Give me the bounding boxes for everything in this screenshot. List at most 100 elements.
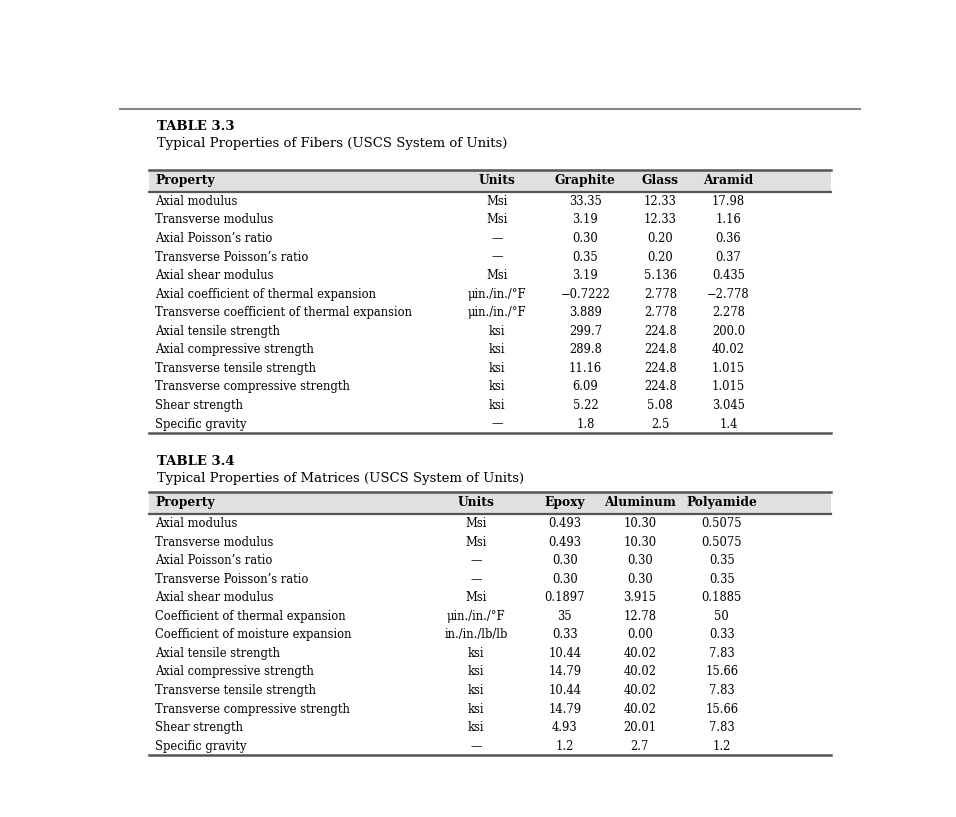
Text: 224.8: 224.8 <box>644 343 677 356</box>
Text: 7.83: 7.83 <box>709 647 734 660</box>
Text: 1.8: 1.8 <box>576 417 595 431</box>
Text: 1.4: 1.4 <box>719 417 738 431</box>
Text: Transverse modulus: Transverse modulus <box>155 213 273 226</box>
Text: 224.8: 224.8 <box>644 381 677 394</box>
Text: 3.889: 3.889 <box>569 306 602 319</box>
Text: 40.02: 40.02 <box>623 684 657 697</box>
Text: Axial modulus: Axial modulus <box>155 517 237 530</box>
Text: 2.778: 2.778 <box>643 288 677 301</box>
Text: Coefficient of thermal expansion: Coefficient of thermal expansion <box>155 609 346 623</box>
Text: Axial shear modulus: Axial shear modulus <box>155 592 273 605</box>
Text: 224.8: 224.8 <box>644 325 677 337</box>
Text: 224.8: 224.8 <box>644 362 677 375</box>
Text: —: — <box>470 573 482 586</box>
Text: Epoxy: Epoxy <box>545 497 585 509</box>
Text: 0.36: 0.36 <box>716 232 741 245</box>
Text: 0.1885: 0.1885 <box>702 592 742 605</box>
Text: Aluminum: Aluminum <box>604 497 676 509</box>
Text: 3.915: 3.915 <box>623 592 657 605</box>
Text: Units: Units <box>478 174 515 187</box>
Text: 0.435: 0.435 <box>712 269 745 282</box>
Text: 20.01: 20.01 <box>623 721 657 734</box>
Bar <box>149 493 831 513</box>
Text: Axial Poisson’s ratio: Axial Poisson’s ratio <box>155 232 272 245</box>
Text: TABLE 3.3: TABLE 3.3 <box>157 120 234 133</box>
Text: 5.136: 5.136 <box>643 269 677 282</box>
Text: ksi: ksi <box>489 362 505 375</box>
Text: Axial compressive strength: Axial compressive strength <box>155 343 314 356</box>
Text: —: — <box>491 251 503 264</box>
Text: μin./in./°F: μin./in./°F <box>447 609 506 623</box>
Text: Transverse coefficient of thermal expansion: Transverse coefficient of thermal expans… <box>155 306 412 319</box>
Text: 15.66: 15.66 <box>706 665 738 678</box>
Text: 4.93: 4.93 <box>553 721 577 734</box>
Text: 0.1897: 0.1897 <box>545 592 585 605</box>
Text: ksi: ksi <box>468 647 485 660</box>
Text: Transverse modulus: Transverse modulus <box>155 535 273 548</box>
Text: 0.493: 0.493 <box>549 535 581 548</box>
Text: 10.44: 10.44 <box>549 684 581 697</box>
Text: 0.33: 0.33 <box>709 628 734 641</box>
Text: Axial tensile strength: Axial tensile strength <box>155 325 280 337</box>
Text: 0.493: 0.493 <box>549 517 581 530</box>
Text: Glass: Glass <box>641 174 679 187</box>
Text: 40.02: 40.02 <box>712 343 745 356</box>
Text: Typical Properties of Fibers (USCS System of Units): Typical Properties of Fibers (USCS Syste… <box>157 136 507 150</box>
Text: 0.30: 0.30 <box>552 573 577 586</box>
Text: −0.7222: −0.7222 <box>560 288 610 301</box>
Text: ksi: ksi <box>468 665 485 678</box>
Text: 12.33: 12.33 <box>644 213 677 226</box>
Text: 5.08: 5.08 <box>647 399 673 412</box>
Text: 50: 50 <box>714 609 729 623</box>
Text: Coefficient of moisture expansion: Coefficient of moisture expansion <box>155 628 352 641</box>
Text: ksi: ksi <box>489 325 505 337</box>
Text: TABLE 3.4: TABLE 3.4 <box>157 455 234 468</box>
Text: 3.19: 3.19 <box>573 269 598 282</box>
Text: Typical Properties of Matrices (USCS System of Units): Typical Properties of Matrices (USCS Sys… <box>157 472 524 485</box>
Text: μin./in./°F: μin./in./°F <box>467 306 526 319</box>
Text: 6.09: 6.09 <box>573 381 598 394</box>
Text: —: — <box>491 417 503 431</box>
Text: Axial modulus: Axial modulus <box>155 195 237 208</box>
Text: μin./in./°F: μin./in./°F <box>467 288 526 301</box>
Text: 0.5075: 0.5075 <box>702 535 742 548</box>
Text: Msi: Msi <box>486 195 508 208</box>
Text: 40.02: 40.02 <box>623 703 657 716</box>
Text: 0.30: 0.30 <box>573 232 598 245</box>
Text: Transverse compressive strength: Transverse compressive strength <box>155 703 350 716</box>
Bar <box>149 171 831 191</box>
Text: 2.5: 2.5 <box>651 417 669 431</box>
Text: Msi: Msi <box>486 213 508 226</box>
Text: ksi: ksi <box>489 381 505 394</box>
Text: 289.8: 289.8 <box>569 343 602 356</box>
Text: Transverse compressive strength: Transverse compressive strength <box>155 381 350 394</box>
Text: ksi: ksi <box>489 343 505 356</box>
Text: 12.78: 12.78 <box>623 609 657 623</box>
Text: 7.83: 7.83 <box>709 721 734 734</box>
Text: Transverse Poisson’s ratio: Transverse Poisson’s ratio <box>155 573 309 586</box>
Text: Axial shear modulus: Axial shear modulus <box>155 269 273 282</box>
Text: 0.20: 0.20 <box>647 251 673 264</box>
Text: 14.79: 14.79 <box>549 703 581 716</box>
Text: 33.35: 33.35 <box>569 195 602 208</box>
Text: 1.015: 1.015 <box>712 381 745 394</box>
Text: —: — <box>470 739 482 752</box>
Text: —: — <box>470 554 482 567</box>
Text: 15.66: 15.66 <box>706 703 738 716</box>
Text: 40.02: 40.02 <box>623 665 657 678</box>
Text: −2.778: −2.778 <box>707 288 750 301</box>
Text: 5.22: 5.22 <box>573 399 598 412</box>
Text: 10.30: 10.30 <box>623 535 657 548</box>
Text: Aramid: Aramid <box>704 174 753 187</box>
Text: Transverse tensile strength: Transverse tensile strength <box>155 684 316 697</box>
Text: 2.278: 2.278 <box>712 306 745 319</box>
Text: 17.98: 17.98 <box>712 195 745 208</box>
Text: 2.7: 2.7 <box>631 739 649 752</box>
Text: 10.30: 10.30 <box>623 517 657 530</box>
Text: Axial compressive strength: Axial compressive strength <box>155 665 314 678</box>
Text: 3.045: 3.045 <box>712 399 745 412</box>
Text: 0.35: 0.35 <box>573 251 598 264</box>
Text: Axial tensile strength: Axial tensile strength <box>155 647 280 660</box>
Text: Msi: Msi <box>466 535 487 548</box>
Text: 0.30: 0.30 <box>627 554 653 567</box>
